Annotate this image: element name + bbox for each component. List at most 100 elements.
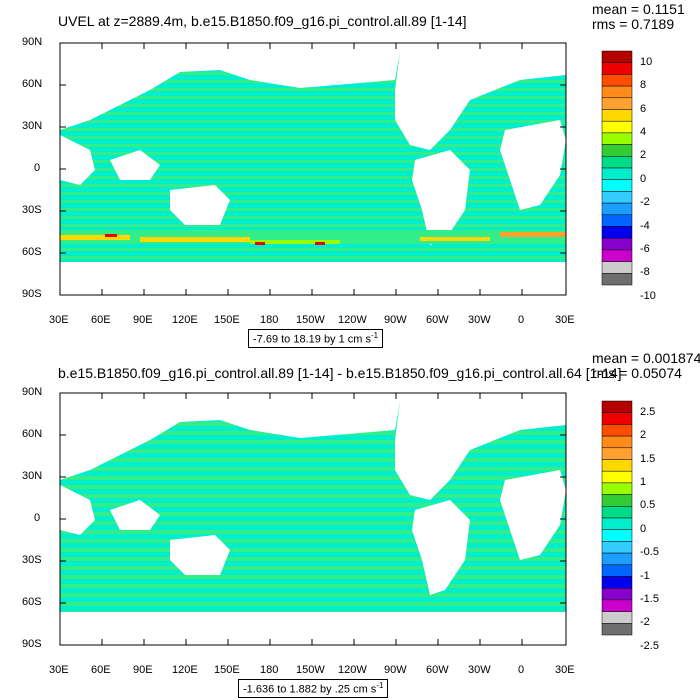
lat-label: 90S <box>22 638 42 650</box>
colorbar-swatch <box>601 412 633 425</box>
colorbar-label: 10 <box>640 55 653 68</box>
lat-label: 60S <box>22 596 42 608</box>
colorbar-swatch <box>601 179 633 192</box>
map-plot <box>59 42 633 296</box>
colorbar-swatch <box>601 482 633 495</box>
lon-label: 60W <box>426 664 449 676</box>
contour-range-box: -7.69 to 18.19 by 1 cm s-1 <box>248 329 384 348</box>
colorbar-swatch <box>601 273 633 286</box>
colorbar <box>601 400 633 636</box>
colorbar-swatch <box>601 424 633 437</box>
colorbar-swatch <box>601 611 633 624</box>
lon-label: 30E <box>49 314 69 326</box>
lon-label: 30E <box>555 664 575 676</box>
colorbar-swatch <box>601 202 633 216</box>
lon-label: 30E <box>555 314 575 326</box>
rms-stat: rms = 0.05074 <box>592 365 682 381</box>
lon-label: 60E <box>91 314 111 326</box>
colorbar-swatch <box>601 50 633 63</box>
lat-label: 0 <box>34 162 41 174</box>
colorbar-swatch <box>601 470 633 484</box>
colorbar-label: 2.5 <box>640 405 656 418</box>
range-text: -1.636 to 1.882 by .25 cm s <box>243 683 377 696</box>
lon-label: 90E <box>133 314 153 326</box>
lat-label: 30S <box>22 204 42 216</box>
colorbar-label: -1.5 <box>640 592 659 605</box>
lon-label: 60E <box>91 664 111 676</box>
land-masses <box>60 43 566 295</box>
colorbar-swatch <box>601 167 633 180</box>
colorbar-swatch <box>601 132 633 145</box>
map-panel-top: UVEL at z=2889.4m, b.e15.B1850.f09_g16.p… <box>22 1 685 348</box>
lon-label: 150E <box>214 314 240 326</box>
colorbar-label: 1.5 <box>640 452 656 465</box>
colorbar-swatch <box>601 85 633 99</box>
lon-label: 120E <box>172 664 198 676</box>
panel-title: UVEL at z=2889.4m, b.e15.B1850.f09_g16.p… <box>58 13 467 29</box>
colorbar-swatch <box>601 587 633 601</box>
map-plot <box>59 392 633 646</box>
colorbar-label: 8 <box>640 79 647 92</box>
colorbar-swatch <box>601 564 633 577</box>
colorbar-label: 0.5 <box>640 499 656 512</box>
lon-label: 0 <box>518 664 525 676</box>
colorbar-swatch <box>601 237 633 251</box>
lat-label: 90N <box>22 36 43 48</box>
colorbar <box>601 50 633 286</box>
colorbar-label: 2 <box>640 429 647 442</box>
colorbar-swatch <box>601 506 633 519</box>
lat-label: 60S <box>22 246 42 258</box>
panel-title: b.e15.B1850.f09_g16.pi_control.all.89 [1… <box>58 365 622 381</box>
colorbar-swatch <box>601 517 633 530</box>
lon-label: 120W <box>338 664 367 676</box>
lat-label: 30N <box>22 120 43 132</box>
lon-label: 180 <box>260 664 279 676</box>
lon-label: 180 <box>260 314 279 326</box>
lon-label: 0 <box>518 314 525 326</box>
colorbar-swatch <box>601 447 633 460</box>
colorbar-swatch <box>601 599 633 612</box>
colorbar-swatch <box>601 494 633 507</box>
range-unit-exponent: -1 <box>376 681 384 690</box>
lat-label: 90N <box>22 386 43 398</box>
lat-label: 30S <box>22 554 42 566</box>
lon-label: 90W <box>384 314 407 326</box>
colorbar-label: 6 <box>640 102 647 115</box>
range-text: -7.69 to 18.19 by 1 cm s <box>253 333 372 346</box>
colorbar-label: 4 <box>640 125 647 138</box>
colorbar-swatch <box>601 529 633 542</box>
colorbar-label: -6 <box>640 242 650 255</box>
colorbar-swatch <box>601 541 633 554</box>
colorbar-label: 0 <box>640 172 647 185</box>
colorbar-label: 2 <box>640 149 647 162</box>
lon-label: 30W <box>468 664 491 676</box>
lon-label: 30W <box>468 314 491 326</box>
colorbar-swatch <box>601 261 633 274</box>
colorbar-swatch <box>601 109 633 122</box>
colorbar-swatch <box>601 623 633 636</box>
map-panel-bottom: b.e15.B1850.f09_g16.pi_control.all.89 [1… <box>0 350 700 700</box>
lat-label: 0 <box>34 512 41 524</box>
lon-label: 90W <box>384 664 407 676</box>
colorbar-swatch <box>601 226 633 239</box>
colorbar-label: 1 <box>640 475 647 488</box>
colorbar-label: -0.5 <box>640 546 659 559</box>
lon-label: 120E <box>172 314 198 326</box>
colorbar-swatch <box>601 249 633 262</box>
lon-label: 90E <box>133 664 153 676</box>
lon-label: 150W <box>296 314 325 326</box>
lon-label: 60W <box>426 314 449 326</box>
colorbar-label: -8 <box>640 266 650 279</box>
lon-label: 150W <box>296 664 325 676</box>
colorbar-swatch <box>601 400 633 413</box>
colorbar-swatch <box>601 459 633 472</box>
lon-label: 120W <box>338 314 367 326</box>
lat-label: 60N <box>22 78 43 90</box>
rms-stat: rms = 0.7189 <box>592 16 675 32</box>
colorbar-swatch <box>601 74 633 87</box>
colorbar-swatch <box>601 552 633 566</box>
colorbar-label: -2 <box>640 616 650 629</box>
colorbar-label: -10 <box>640 289 656 302</box>
range-unit-exponent: -1 <box>371 331 379 340</box>
colorbar-label: -2.5 <box>640 639 659 652</box>
